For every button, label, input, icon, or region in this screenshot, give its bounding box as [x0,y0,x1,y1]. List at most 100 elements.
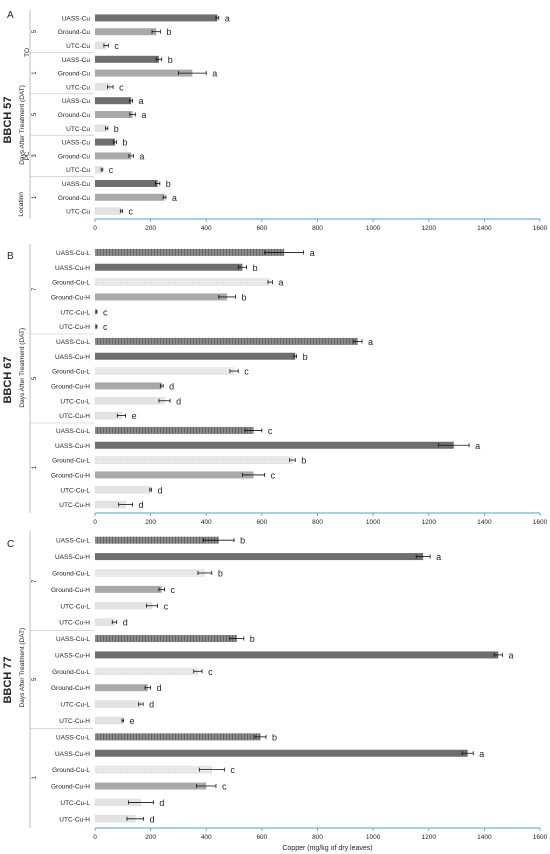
category-label: UASS-Cu-L [56,339,90,346]
significance-letter: a [436,552,441,562]
x-tick-label: 1600 [533,834,548,841]
category-label: Ground-Cu-L [52,570,90,577]
x-tick-label: 1600 [533,225,548,232]
significance-letter: c [119,82,124,92]
category-label: UTC-Cu-L [60,702,90,709]
category-label: UTC-Cu-L [60,603,90,610]
bar [94,367,235,375]
x-tick-label: 0 [93,519,97,526]
category-label: Ground-Cu-L [52,767,90,774]
bar [94,618,115,626]
panel-a: A BBCH 57 UASS-Cu a Ground-Cu b UTC-Cu c 5 UASS-C… [2,10,548,232]
significance-letter: c [109,165,114,175]
bar [94,765,212,774]
category-label: Ground-Cu [58,153,91,160]
day-label: 5 [32,29,38,33]
day-label: 1 [32,195,38,199]
x-tick-label: 0 [93,834,97,841]
bar [95,651,499,659]
bar [95,441,454,449]
significance-letter: e [132,411,137,421]
significance-letter: b [301,456,306,466]
day-label: 1 [32,465,38,469]
significance-letter: b [241,292,246,302]
category-label: UASS-Cu-H [55,652,90,659]
panel-letter: C [7,539,14,550]
category-label: UTC-Cu [66,209,90,216]
x-tick-label: 1200 [422,519,437,526]
location-axis-title: Location [18,192,25,217]
category-label: UASS-Cu [62,140,91,147]
significance-letter: c [129,207,134,217]
day-label: 1 [32,71,38,75]
bar [95,14,218,22]
bar [95,426,254,434]
category-label: Ground-Cu [58,112,91,119]
x-tick-label: 400 [201,519,212,526]
x-tick-label: 1400 [477,519,492,526]
day-label: 1 [32,776,38,780]
bar [95,782,207,790]
x-tick-label: 800 [312,225,323,232]
significance-letter: c [244,367,249,377]
bar [95,635,237,643]
significance-letter: b [218,568,223,578]
significance-letter: b [166,27,171,37]
bar [95,553,424,561]
x-tick-label: 1200 [422,225,437,232]
category-label: Ground-Cu-H [51,383,90,390]
category-label: UTC-Cu-H [59,502,90,509]
x-tick-label: 1000 [366,225,381,232]
bar [95,138,116,146]
significance-letter: a [368,337,373,347]
bar [95,152,132,160]
bar [95,684,148,692]
category-label: Ground-Cu-L [52,669,90,676]
bar [95,585,162,593]
significance-letter: d [157,683,162,693]
bar [95,352,296,360]
significance-letter: c [103,322,108,332]
x-tick-label: 0 [93,225,97,232]
bar [95,55,159,63]
bar [95,733,261,741]
bar [95,248,285,256]
category-label: UASS-Cu-L [56,538,90,545]
significance-letter: a [141,110,146,120]
bar [95,28,157,36]
category-label: UTC-Cu-L [60,487,90,494]
significance-letter: c [164,601,169,611]
category-label: Ground-Cu-H [51,294,90,301]
significance-letter: b [253,263,258,273]
significance-letter: a [139,151,144,161]
significance-letter: c [230,765,235,775]
location-group-label: PC [24,151,31,160]
category-label: UASS-Cu [62,57,91,64]
significance-letter: d [139,500,144,510]
bar [94,569,206,577]
day-label: 3 [32,154,38,158]
day-label: 5 [32,376,38,380]
bar [94,667,199,675]
significance-letter: d [176,396,181,406]
panel-c: C BBCH 77 UASS-Cu-L b UASS-Cu-H a Ground-Cu-L b… [2,531,548,852]
stage-label: BBCH 67 [2,356,14,403]
category-label: Ground-Cu-L [52,369,90,376]
bar [94,124,107,132]
bar [94,700,142,708]
category-label: Ground-Cu [58,195,91,202]
significance-letter: e [130,716,135,726]
x-tick-label: 1200 [422,834,437,841]
bar [95,749,468,757]
significance-letter: d [149,700,154,710]
category-label: UTC-Cu [66,167,90,174]
panel-letter: B [7,251,14,262]
category-label: UTC-Cu [66,126,90,133]
day-label: 7 [32,579,38,583]
significance-letter: b [250,634,255,644]
category-label: UTC-Cu-H [59,324,90,331]
category-label: UASS-Cu-H [55,751,90,758]
category-label: Ground-Cu-L [52,280,90,287]
x-tick-label: 1600 [533,519,548,526]
